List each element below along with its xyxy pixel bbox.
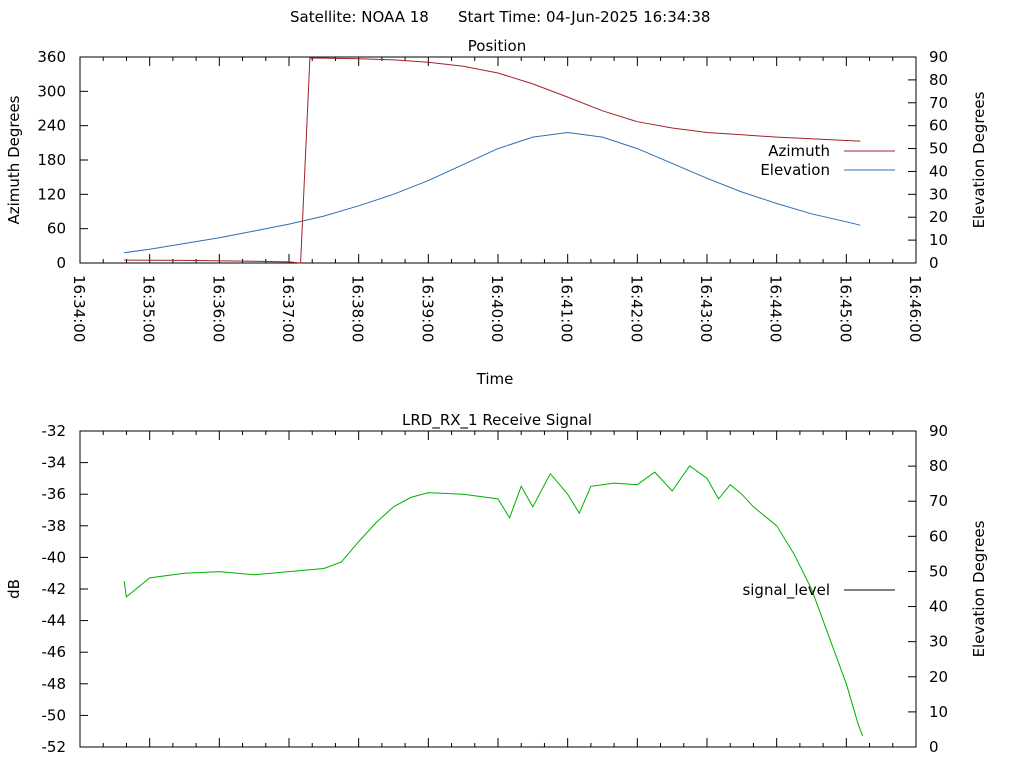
y2-tick-label: 0 xyxy=(929,254,939,272)
position-y-axis-label: Azimuth Degrees xyxy=(5,95,23,224)
series-line-elevation xyxy=(124,131,861,254)
signal-chart: LRD_RX_1 Receive Signal -52 -50 -48 -46 -44 -… xyxy=(5,411,988,756)
position-chart-title: Position xyxy=(468,37,526,55)
y2-tick-label: 10 xyxy=(929,703,948,721)
signal-y2-axis-label: Elevation Degrees xyxy=(970,520,988,657)
legend-signal-label: signal_level xyxy=(742,581,830,600)
x-tick-label: 16:35:00 xyxy=(140,275,158,342)
y-tick-label: 240 xyxy=(37,117,66,135)
position-plot-frame xyxy=(79,56,917,264)
x-tick-label: 16:37:00 xyxy=(279,275,297,342)
y2-tick-label: 60 xyxy=(929,527,948,545)
position-y2-axis-label: Elevation Degrees xyxy=(970,91,988,228)
position-x-axis-label: Time xyxy=(476,370,514,388)
start-time-title: Start Time: 04-Jun-2025 16:34:38 xyxy=(458,8,710,26)
x-tick-label: 16:46:00 xyxy=(906,275,924,342)
y2-tick-label: 70 xyxy=(929,492,948,510)
series-line-signal-level xyxy=(123,465,864,737)
y2-tick-label: 40 xyxy=(929,162,948,180)
y-tick-label: -32 xyxy=(42,422,67,440)
x-tick-label: 16:43:00 xyxy=(697,275,715,342)
y2-tick-label: 90 xyxy=(929,48,948,66)
series-line-azimuth xyxy=(124,57,861,264)
y2-tick-label: 80 xyxy=(929,71,948,89)
y2-tick-label: 30 xyxy=(929,185,948,203)
x-tick-label: 16:36:00 xyxy=(209,275,227,342)
y-tick-label: 360 xyxy=(37,48,66,66)
y2-tick-label: 20 xyxy=(929,208,948,226)
y2-tick-label: 40 xyxy=(929,598,948,616)
x-tick-label: 16:40:00 xyxy=(488,275,506,342)
x-tick-label: 16:34:00 xyxy=(70,275,88,342)
y2-tick-label: 20 xyxy=(929,668,948,686)
y-tick-label: 300 xyxy=(37,82,66,100)
y-tick-label: -36 xyxy=(42,485,67,503)
y-tick-label: -38 xyxy=(42,517,67,535)
x-tick-label: 16:42:00 xyxy=(627,275,645,342)
x-tick-label: 16:39:00 xyxy=(418,275,436,342)
y-tick-label: -42 xyxy=(42,580,67,598)
y2-tick-label: 50 xyxy=(929,140,948,158)
y-tick-label: -44 xyxy=(42,612,67,630)
y2-tick-label: 50 xyxy=(929,562,948,580)
y2-tick-label: 90 xyxy=(929,422,948,440)
y2-tick-label: 60 xyxy=(929,117,948,135)
y2-tick-label: 30 xyxy=(929,633,948,651)
position-chart: Position 0 60 120 180 240 300 360 0 10 20 30 40 50 60… xyxy=(5,37,988,388)
y-tick-label: -46 xyxy=(42,643,67,661)
legend-azimuth-label: Azimuth xyxy=(768,142,830,160)
y-tick-label: 180 xyxy=(37,151,66,169)
y-tick-label: -48 xyxy=(42,675,67,693)
y-tick-label: 0 xyxy=(56,254,66,272)
y-tick-label: -52 xyxy=(42,738,67,756)
legend-elevation-label: Elevation xyxy=(760,161,830,179)
y-tick-label: 60 xyxy=(47,220,66,238)
x-tick-label: 16:41:00 xyxy=(558,275,576,342)
y2-tick-label: 70 xyxy=(929,94,948,112)
y-tick-label: -40 xyxy=(42,548,67,566)
y-tick-label: -50 xyxy=(42,706,67,724)
y2-tick-label: 80 xyxy=(929,457,948,475)
x-tick-label: 16:45:00 xyxy=(836,275,854,342)
y-tick-label: 120 xyxy=(37,185,66,203)
x-tick-label: 16:44:00 xyxy=(767,275,785,342)
signal-chart-title: LRD_RX_1 Receive Signal xyxy=(402,411,592,430)
signal-y-axis-label: dB xyxy=(5,579,23,599)
x-tick-label: 16:38:00 xyxy=(349,275,367,342)
y2-tick-label: 0 xyxy=(929,738,939,756)
y2-tick-label: 10 xyxy=(929,231,948,249)
y-tick-label: -34 xyxy=(42,454,67,472)
satellite-title: Satellite: NOAA 18 xyxy=(290,8,429,26)
